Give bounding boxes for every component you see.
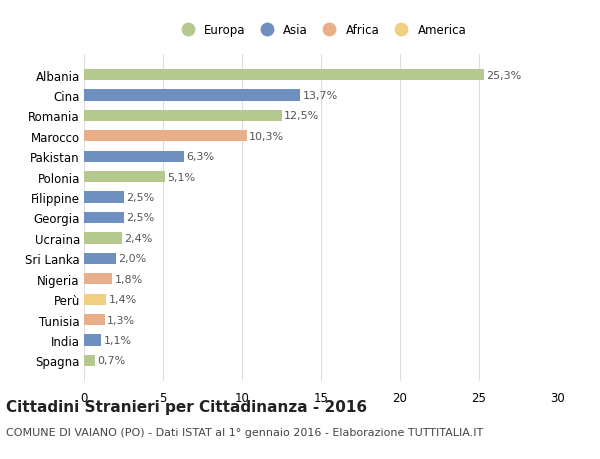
Bar — [84, 233, 122, 244]
Text: 1,4%: 1,4% — [109, 295, 137, 304]
Text: 13,7%: 13,7% — [303, 91, 338, 101]
Bar — [84, 111, 281, 122]
Bar — [84, 172, 164, 183]
Text: 0,7%: 0,7% — [97, 356, 125, 365]
Text: 2,0%: 2,0% — [118, 254, 146, 264]
Text: 1,8%: 1,8% — [115, 274, 143, 284]
Text: 12,5%: 12,5% — [284, 111, 319, 121]
Bar — [84, 90, 301, 101]
Text: 2,5%: 2,5% — [126, 193, 154, 203]
Bar — [84, 70, 484, 81]
Bar — [84, 274, 112, 285]
Text: 25,3%: 25,3% — [486, 71, 521, 80]
Bar — [84, 131, 247, 142]
Bar — [84, 355, 95, 366]
Text: 2,4%: 2,4% — [124, 233, 152, 243]
Text: 5,1%: 5,1% — [167, 172, 195, 182]
Text: 1,3%: 1,3% — [107, 315, 135, 325]
Bar — [84, 213, 124, 224]
Bar — [84, 335, 101, 346]
Bar — [84, 253, 116, 264]
Legend: Europa, Asia, Africa, America: Europa, Asia, Africa, America — [173, 22, 469, 39]
Bar — [84, 294, 106, 305]
Bar — [84, 151, 184, 162]
Text: 2,5%: 2,5% — [126, 213, 154, 223]
Bar — [84, 192, 124, 203]
Text: 1,1%: 1,1% — [104, 335, 132, 345]
Text: COMUNE DI VAIANO (PO) - Dati ISTAT al 1° gennaio 2016 - Elaborazione TUTTITALIA.: COMUNE DI VAIANO (PO) - Dati ISTAT al 1°… — [6, 427, 483, 437]
Text: 10,3%: 10,3% — [249, 132, 284, 141]
Text: Cittadini Stranieri per Cittadinanza - 2016: Cittadini Stranieri per Cittadinanza - 2… — [6, 399, 367, 414]
Bar — [84, 314, 104, 325]
Text: 6,3%: 6,3% — [186, 152, 214, 162]
